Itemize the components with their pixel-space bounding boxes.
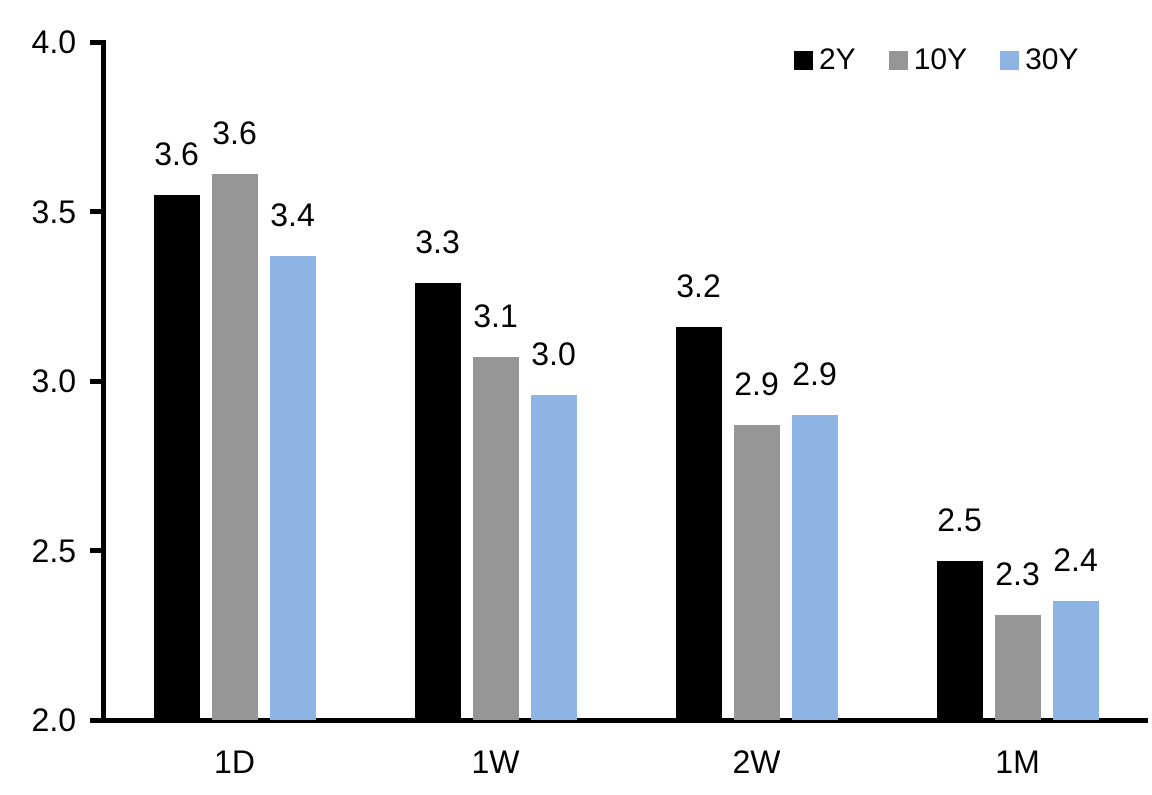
y-axis-tick-label-4.0: 4.0 — [31, 24, 76, 60]
y-axis-tick — [90, 717, 104, 723]
legend-item-2Y: 2Y — [794, 43, 856, 77]
bar-value-label-10Y-1D: 3.6 — [212, 115, 257, 152]
bar-value-label-10Y-2W: 2.9 — [734, 366, 779, 403]
bar-value-label-10Y-1W: 3.1 — [473, 298, 518, 335]
bar-2Y-2W — [675, 326, 722, 720]
legend-swatch-icon-30Y — [1000, 50, 1020, 70]
bar-30Y-1W — [530, 394, 577, 720]
x-axis-label-1W: 1W — [471, 744, 520, 780]
legend-swatch-icon-2Y — [794, 50, 813, 70]
y-axis-tick-label-2.5: 2.5 — [31, 532, 76, 569]
bar-10Y-1W — [472, 357, 519, 720]
legend-label-2Y: 2Y — [819, 43, 856, 76]
bar-value-label-2Y-2W: 3.2 — [676, 267, 721, 304]
bar-2Y-1W — [414, 282, 461, 720]
bar-30Y-1D — [269, 255, 316, 720]
bar-value-label-30Y-1W: 3.0 — [531, 335, 576, 372]
bar-10Y-1D — [211, 174, 258, 720]
x-axis-label-2W: 2W — [732, 744, 781, 780]
legend-label-30Y: 30Y — [1025, 43, 1079, 76]
bar-value-label-10Y-1M: 2.3 — [995, 555, 1040, 592]
bar-value-label-30Y-2W: 2.9 — [792, 355, 837, 392]
legend: 2Y 10Y 30Y — [794, 43, 1078, 77]
bar-30Y-2W — [791, 414, 838, 720]
bar-10Y-1M — [994, 614, 1041, 720]
x-axis-label-1M: 1M — [995, 744, 1040, 780]
bar-30Y-1M — [1052, 601, 1099, 720]
bar-value-label-30Y-1M: 2.4 — [1053, 542, 1098, 579]
legend-item-10Y: 10Y — [888, 43, 968, 77]
legend-swatch-icon-10Y — [888, 50, 908, 70]
y-axis-tick — [90, 548, 104, 553]
bar-2Y-1M — [936, 560, 983, 720]
y-axis-tick-label-3.0: 3.0 — [31, 363, 76, 399]
bar-10Y-2W — [733, 425, 780, 720]
y-axis-tick — [90, 378, 104, 384]
legend-label-10Y: 10Y — [913, 43, 968, 76]
bar-value-label-2Y-1M: 2.5 — [937, 501, 982, 538]
y-axis-tick — [90, 209, 104, 214]
bar-value-label-30Y-1D: 3.4 — [270, 196, 315, 233]
y-axis-tick-label-2.0: 2.0 — [31, 702, 76, 738]
bar-value-label-2Y-1W: 3.3 — [415, 223, 460, 260]
bar-2Y-1D — [153, 194, 200, 720]
x-axis-line — [90, 718, 1148, 723]
x-axis-label-1D: 1D — [214, 744, 255, 780]
legend-item-30Y: 30Y — [1000, 43, 1078, 77]
y-axis-tick — [90, 39, 104, 45]
bar-value-label-2Y-1D: 3.6 — [154, 135, 199, 172]
y-axis-tick-label-3.5: 3.5 — [31, 193, 76, 230]
